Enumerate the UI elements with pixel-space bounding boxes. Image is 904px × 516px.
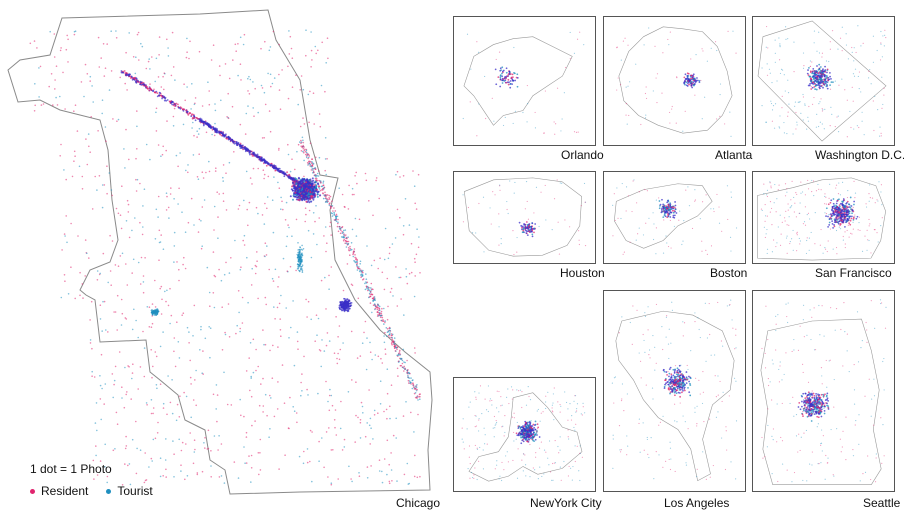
panel-houston	[453, 171, 596, 264]
seattle-label: Seattle	[863, 496, 901, 510]
legend-scale: 1 dot = 1 Photo	[30, 458, 153, 480]
panel-washington	[752, 16, 895, 146]
panel-orlando	[453, 16, 596, 146]
panel-atlanta	[603, 16, 746, 146]
resident-dot-icon	[30, 488, 35, 494]
new-york-label: NewYork City	[530, 496, 602, 510]
panel-san-francisco	[752, 171, 895, 264]
panel-los-angeles	[603, 290, 746, 492]
resident-label: Resident	[41, 484, 89, 498]
new-york-map	[461, 385, 586, 482]
legend-items: Resident Tourist	[30, 480, 153, 502]
legend: 1 dot = 1 Photo Resident Tourist	[30, 458, 153, 502]
washington-map	[757, 20, 887, 142]
panel-boston	[603, 171, 746, 264]
boston-map	[612, 179, 738, 255]
tourist-label: Tourist	[117, 484, 153, 498]
san-francisco-label: San Francisco	[815, 266, 892, 280]
chicago-label: Chicago	[396, 496, 441, 510]
legend-scale-text: 1 dot = 1 Photo	[30, 462, 112, 476]
houston-label: Houston	[560, 266, 605, 280]
houston-map	[462, 177, 587, 257]
panel-seattle	[752, 290, 895, 492]
boston-label: Boston	[710, 266, 748, 280]
tourist-dot-icon	[106, 488, 112, 494]
orlando-map	[462, 31, 585, 137]
los-angeles-map	[611, 299, 738, 482]
orlando-label: Orlando	[561, 148, 604, 162]
san-francisco-map	[757, 177, 886, 261]
los-angeles-label: Los Angeles	[664, 496, 730, 510]
washington-label: Washington D.C.	[815, 148, 904, 162]
atlanta-label: Atlanta	[715, 148, 753, 162]
chicago-map	[7, 9, 433, 495]
atlanta-map	[616, 26, 737, 137]
chicago-boundary	[7, 9, 433, 495]
seattle-map	[760, 299, 887, 485]
panel-new-york	[453, 377, 596, 492]
